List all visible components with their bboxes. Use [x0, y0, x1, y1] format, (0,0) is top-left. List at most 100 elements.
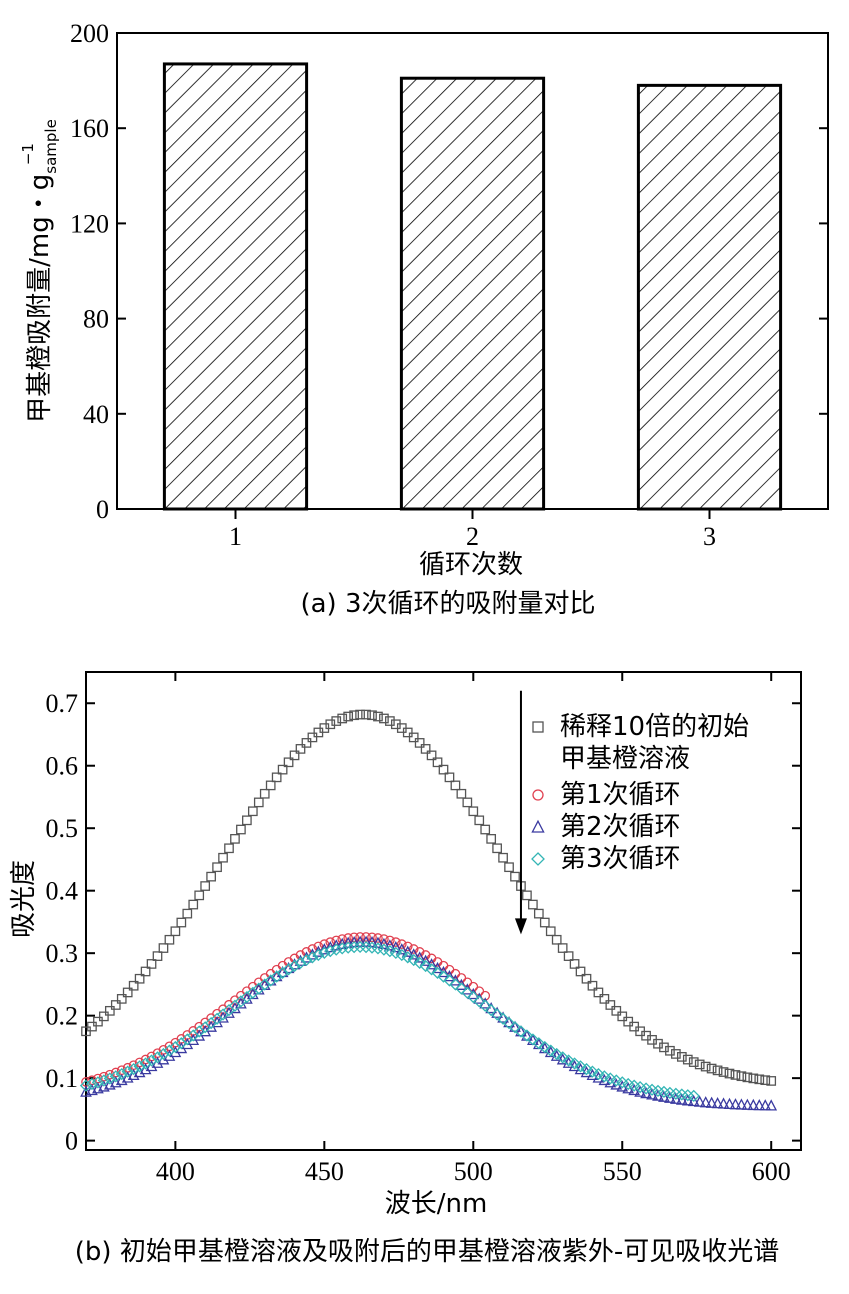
- caption-a: (a) 3次循环的吸附量对比: [300, 589, 595, 619]
- point-3-476: [395, 948, 408, 962]
- point-1-470: [379, 934, 389, 944]
- point-0-404: [182, 908, 193, 919]
- point-0-568: [671, 1049, 681, 1059]
- point-0-566: [665, 1045, 675, 1056]
- point-3-540: [586, 1065, 599, 1078]
- point-2-464: [360, 935, 372, 947]
- point-0-468: [373, 711, 383, 722]
- point-0-538: [581, 973, 592, 984]
- y-tick-label-a-80: 80: [83, 305, 109, 334]
- point-0-502: [474, 815, 485, 826]
- point-2-586: [723, 1097, 736, 1110]
- point-2-514: [509, 1020, 521, 1032]
- y-axis-a: 0 40 80 120 160 200: [70, 19, 828, 524]
- point-0-424: [242, 815, 252, 826]
- point-0-590: [736, 1071, 747, 1082]
- point-3-512: [502, 1016, 516, 1030]
- point-0-384: [122, 987, 133, 998]
- point-2-478: [401, 945, 414, 957]
- point-0-598: [760, 1075, 771, 1086]
- point-3-478: [401, 951, 414, 964]
- point-3-388: [133, 1060, 146, 1073]
- point-2-492: [443, 970, 456, 982]
- point-0-462: [355, 709, 365, 720]
- point-0-406: [188, 899, 199, 910]
- point-0-438: [283, 757, 294, 768]
- point-3-456: [336, 942, 349, 955]
- y-axis-label-a-sup: −1: [19, 143, 37, 165]
- y-tick-label-a-200: 200: [70, 19, 109, 48]
- point-3-458: [342, 941, 355, 954]
- point-0-586: [724, 1068, 735, 1079]
- point-3-444: [300, 953, 313, 967]
- point-3-502: [473, 995, 486, 1008]
- point-0-582: [712, 1065, 723, 1076]
- point-2-576: [693, 1095, 706, 1107]
- point-0-386: [128, 980, 139, 991]
- point-2-554: [628, 1083, 641, 1096]
- point-0-416: [218, 852, 228, 863]
- point-1-472: [385, 935, 395, 946]
- point-0-402: [176, 917, 187, 928]
- point-2-568: [670, 1092, 682, 1104]
- point-0-532: [563, 951, 574, 961]
- legend-label-1-0: 第1次循环: [560, 780, 681, 810]
- point-3-520: [526, 1033, 539, 1046]
- point-0-374: [93, 1016, 103, 1027]
- point-2-510: [497, 1011, 509, 1023]
- point-0-600: [766, 1076, 777, 1086]
- point-3-448: [312, 948, 325, 962]
- point-2-564: [658, 1090, 670, 1102]
- point-0-580: [706, 1063, 717, 1074]
- point-0-522: [533, 908, 544, 919]
- point-3-450: [318, 946, 331, 959]
- y-axis-label-a-main: 甲基橙吸附量/mg・g: [25, 174, 55, 423]
- point-2-460: [348, 935, 360, 948]
- point-0-380: [110, 1000, 121, 1010]
- point-0-500: [468, 806, 479, 817]
- point-3-534: [568, 1057, 581, 1070]
- point-0-498: [462, 797, 473, 808]
- point-0-572: [682, 1054, 693, 1065]
- point-2-472: [384, 939, 396, 951]
- point-0-506: [486, 834, 497, 844]
- point-0-496: [456, 788, 467, 799]
- y-tick-label-b-0.1: 0.1: [46, 1064, 79, 1093]
- point-0-570: [676, 1052, 687, 1062]
- y-axis-label-b: 吸光度: [9, 860, 39, 938]
- point-2-516: [515, 1025, 527, 1037]
- point-3-376: [97, 1074, 110, 1087]
- point-3-496: [455, 982, 468, 995]
- point-0-432: [265, 780, 276, 791]
- x-tick-label-b-500: 500: [454, 1157, 493, 1186]
- point-0-400: [170, 926, 181, 937]
- y-axis-label-a: 甲基橙吸附量/mg・gsample −1: [19, 119, 60, 423]
- point-0-534: [569, 959, 580, 969]
- point-3-390: [139, 1057, 152, 1070]
- point-3-510: [496, 1012, 510, 1025]
- point-0-508: [492, 843, 502, 854]
- point-3-538: [580, 1062, 593, 1076]
- y-tick-label-a-160: 160: [70, 114, 109, 143]
- point-2-574: [687, 1094, 700, 1107]
- point-2-556: [634, 1085, 646, 1097]
- point-3-542: [592, 1067, 605, 1081]
- point-3-484: [419, 959, 432, 973]
- point-3-382: [115, 1067, 128, 1081]
- point-3-546: [604, 1072, 617, 1085]
- point-2-494: [449, 974, 462, 986]
- point-0-576: [694, 1059, 705, 1070]
- point-2-594: [747, 1098, 760, 1111]
- point-3-392: [145, 1054, 158, 1067]
- x-tick-label-a-1: 1: [229, 522, 242, 551]
- point-0-446: [307, 732, 318, 743]
- point-0-392: [146, 959, 157, 969]
- point-0-460: [349, 710, 359, 721]
- point-0-528: [551, 934, 562, 945]
- point-3-516: [514, 1025, 528, 1038]
- point-0-550: [617, 1011, 628, 1022]
- point-0-484: [420, 744, 431, 754]
- point-2-588: [729, 1098, 742, 1110]
- point-1-468: [373, 933, 383, 943]
